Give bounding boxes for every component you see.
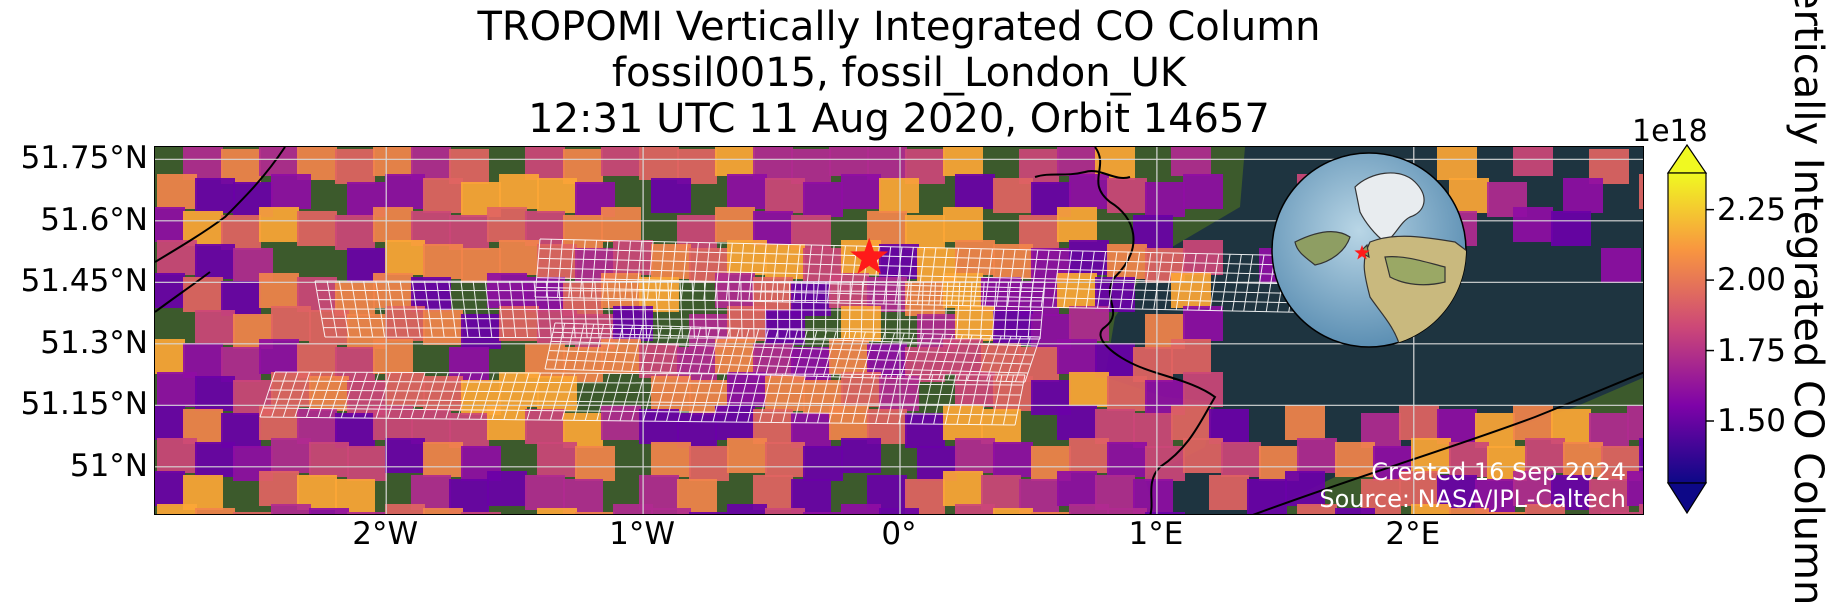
lon-tick-label: 1°E: [1086, 516, 1226, 552]
lat-tick-label: 51.75°N: [21, 141, 148, 175]
lat-tick-label: 51.3°N: [40, 326, 148, 360]
lat-tick-label: 51.45°N: [21, 264, 148, 298]
colorbar-tick-label: 2.25: [1717, 193, 1786, 227]
lon-tick-label: 0°: [829, 516, 969, 552]
colorbar-extend-min: [1668, 483, 1706, 513]
colorbar-tick-label: 1.50: [1717, 404, 1786, 438]
lat-tick-label: 51.15°N: [21, 387, 148, 421]
lat-tick-label: 51.6°N: [40, 203, 148, 237]
lon-tick-label: 1°W: [572, 516, 712, 552]
title-line-3: 12:31 UTC 11 Aug 2020, Orbit 14657: [154, 96, 1644, 142]
title-line-1: TROPOMI Vertically Integrated CO Column: [154, 4, 1644, 50]
colorbar-label: Vertically Integrated CO Column: [1785, 0, 1831, 605]
colorbar-extend-max: [1668, 145, 1706, 173]
colorbar-tick-label: 2.00: [1717, 263, 1786, 297]
colorbar-tick-label: 1.75: [1717, 334, 1786, 368]
colorbar-scale: [1668, 173, 1706, 483]
lat-tick-label: 51°N: [70, 449, 148, 483]
lon-tick-label: 2°E: [1343, 516, 1483, 552]
title-line-2: fossil0015, fossil_London_UK: [154, 50, 1644, 96]
credit-created: Created 16 Sep 2024: [1371, 458, 1626, 486]
lon-tick-label: 2°W: [315, 516, 455, 552]
credit-source: Source: NASA/JPL-Caltech: [1319, 485, 1626, 513]
